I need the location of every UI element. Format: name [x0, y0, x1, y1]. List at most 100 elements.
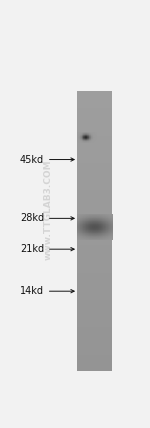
Bar	[95, 133, 96, 134]
Bar	[84, 136, 85, 137]
Bar	[91, 222, 92, 223]
Bar	[93, 214, 94, 215]
Bar	[91, 236, 92, 237]
Bar	[89, 140, 90, 141]
Bar	[79, 214, 80, 215]
Bar	[104, 235, 105, 236]
Bar	[78, 231, 79, 232]
Bar	[99, 220, 100, 221]
Bar	[97, 226, 98, 227]
Bar	[90, 236, 91, 237]
Bar	[81, 142, 82, 143]
Bar	[93, 239, 94, 240]
Bar	[99, 233, 100, 234]
Bar	[77, 103, 112, 104]
Bar	[105, 227, 106, 228]
Bar	[88, 233, 89, 234]
Bar	[107, 239, 108, 240]
Bar	[77, 125, 112, 126]
Bar	[87, 222, 88, 223]
Bar	[77, 224, 78, 225]
Bar	[111, 224, 112, 225]
Bar	[85, 137, 86, 138]
Bar	[86, 233, 87, 234]
Bar	[109, 239, 110, 240]
Bar	[77, 133, 112, 134]
Bar	[98, 233, 99, 234]
Bar	[106, 227, 107, 228]
Bar	[77, 306, 112, 308]
Bar	[101, 215, 102, 216]
Bar	[82, 132, 83, 133]
Bar	[107, 217, 108, 218]
Bar	[77, 301, 112, 302]
Bar	[106, 223, 107, 224]
Bar	[81, 134, 82, 135]
Bar	[79, 235, 80, 236]
Bar	[96, 237, 97, 238]
Bar	[89, 235, 90, 236]
Bar	[79, 229, 80, 230]
Bar	[100, 224, 101, 225]
Bar	[77, 139, 78, 140]
Bar	[77, 180, 112, 181]
Bar	[79, 137, 80, 138]
Bar	[96, 217, 97, 218]
Bar	[90, 215, 91, 216]
Bar	[83, 227, 84, 228]
Bar	[77, 357, 112, 358]
Bar	[77, 232, 112, 233]
Bar	[110, 226, 111, 227]
Bar	[89, 222, 90, 223]
Bar	[106, 234, 107, 235]
Bar	[110, 222, 111, 223]
Bar	[99, 235, 100, 236]
Bar	[83, 233, 84, 234]
Bar	[77, 291, 112, 293]
Bar	[91, 235, 92, 236]
Bar	[87, 133, 88, 134]
Bar	[86, 238, 87, 239]
Bar	[98, 215, 99, 216]
Bar	[106, 239, 107, 240]
Bar	[81, 138, 82, 139]
Bar	[97, 234, 98, 235]
Bar	[100, 232, 101, 233]
Bar	[91, 139, 92, 140]
Bar	[80, 137, 81, 138]
Bar	[90, 221, 91, 222]
Bar	[78, 228, 79, 229]
Bar	[103, 220, 104, 221]
Bar	[83, 214, 84, 215]
Bar	[89, 236, 90, 237]
Bar	[85, 235, 86, 236]
Bar	[103, 230, 104, 231]
Bar	[101, 227, 102, 228]
Bar	[85, 231, 86, 232]
Bar	[78, 135, 79, 136]
Bar	[96, 216, 97, 217]
Bar	[87, 214, 88, 215]
Bar	[77, 102, 112, 104]
Bar	[87, 221, 88, 222]
Bar	[79, 214, 80, 215]
Bar	[106, 234, 107, 235]
Bar	[77, 133, 78, 134]
Bar	[100, 227, 101, 228]
Bar	[87, 236, 88, 237]
Bar	[97, 215, 98, 216]
Bar	[98, 232, 99, 233]
Bar	[79, 226, 80, 227]
Bar	[87, 237, 88, 238]
Bar	[77, 309, 112, 311]
Bar	[79, 231, 80, 232]
Bar	[79, 227, 80, 228]
Bar	[80, 224, 81, 225]
Bar	[77, 195, 112, 196]
Bar	[102, 230, 103, 231]
Bar	[81, 234, 82, 235]
Bar	[96, 218, 97, 219]
Bar	[106, 234, 107, 235]
Bar	[85, 229, 86, 230]
Bar	[96, 237, 97, 238]
